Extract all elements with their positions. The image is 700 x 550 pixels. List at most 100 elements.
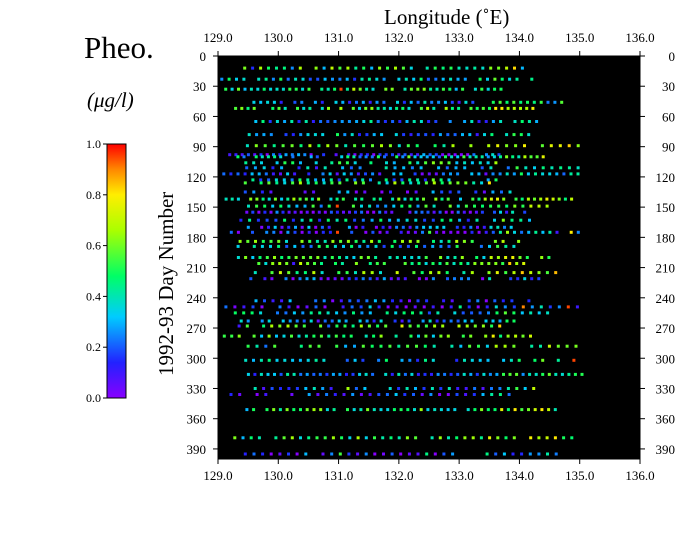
sample-point	[238, 393, 242, 396]
sample-point	[360, 204, 363, 208]
sample-point	[480, 87, 484, 91]
sample-point	[303, 271, 307, 275]
sample-point	[364, 155, 368, 159]
sample-point	[487, 262, 491, 265]
sample-point	[517, 155, 521, 159]
sample-point	[502, 197, 506, 201]
sample-point	[449, 66, 453, 70]
sample-point	[346, 239, 350, 243]
sample-point	[251, 305, 255, 309]
sample-point	[364, 334, 368, 338]
sample-point	[267, 181, 271, 185]
sample-point	[396, 218, 400, 222]
sample-point	[352, 256, 356, 259]
sample-point	[391, 120, 395, 123]
sample-point	[288, 319, 292, 323]
sample-point	[462, 155, 466, 159]
sample-point	[246, 372, 250, 376]
sample-point	[245, 210, 249, 214]
sample-point	[290, 393, 294, 396]
sample-point	[487, 181, 491, 185]
sample-point	[434, 77, 438, 81]
sample-point	[400, 204, 404, 208]
sample-point	[308, 77, 312, 81]
sample-point	[393, 239, 397, 243]
sample-point	[348, 100, 352, 104]
sample-point	[453, 277, 456, 281]
x-tick-label-top: 131.0	[324, 30, 353, 45]
sample-point	[282, 178, 286, 182]
sample-point	[286, 372, 290, 376]
sample-point	[450, 299, 454, 303]
sample-point	[308, 239, 312, 243]
sample-point	[439, 408, 443, 412]
sample-point	[358, 319, 362, 323]
sample-point	[350, 305, 354, 309]
sample-point	[478, 311, 482, 315]
sample-point	[468, 155, 472, 159]
sample-point	[267, 358, 271, 362]
sample-point	[385, 311, 389, 315]
axes: 129.0129.0130.0130.0131.0131.0132.0132.0…	[187, 30, 676, 483]
sample-point	[411, 311, 414, 315]
sample-point	[526, 100, 529, 104]
sample-point	[457, 100, 461, 104]
sample-point	[392, 408, 396, 412]
sample-point	[309, 319, 313, 323]
sample-point	[484, 230, 488, 234]
sample-point	[351, 106, 355, 110]
sample-point	[435, 230, 439, 234]
sample-point	[434, 120, 438, 123]
sample-point	[484, 319, 488, 323]
sample-point	[312, 372, 316, 376]
sample-point	[480, 155, 484, 159]
sample-point	[467, 277, 470, 281]
sample-point	[392, 204, 396, 208]
sample-point	[360, 197, 364, 201]
sample-point	[288, 299, 292, 303]
sample-point	[246, 239, 250, 243]
sample-point	[309, 311, 313, 315]
sample-point	[364, 436, 368, 440]
y-tick-label-right: 390	[656, 442, 676, 457]
sample-point	[519, 106, 522, 110]
sample-point	[275, 87, 279, 91]
sample-point	[456, 181, 460, 185]
sample-point	[356, 436, 360, 440]
sample-point	[470, 172, 474, 176]
sample-point	[333, 87, 337, 91]
sample-point	[445, 262, 449, 265]
sample-point	[440, 305, 444, 309]
sample-point	[414, 387, 417, 390]
sample-point	[496, 197, 499, 201]
sample-point	[455, 393, 459, 396]
sample-point	[535, 155, 539, 159]
sample-point	[299, 436, 302, 440]
sample-point	[385, 161, 388, 165]
sample-point	[353, 77, 357, 81]
sample-point	[455, 358, 459, 362]
sample-point	[391, 299, 394, 303]
sample-point	[475, 133, 479, 137]
sample-point	[298, 181, 302, 185]
sample-point	[493, 408, 497, 412]
sample-point	[356, 172, 360, 176]
sample-point	[326, 218, 330, 222]
sample-point	[359, 393, 363, 396]
sample-point	[262, 166, 266, 170]
sample-point	[314, 225, 318, 229]
sample-point	[455, 225, 459, 229]
sample-point	[575, 305, 579, 309]
sample-point	[392, 161, 396, 165]
sample-point	[360, 77, 364, 81]
y-tick-label-left: 180	[187, 230, 207, 245]
sample-point	[368, 305, 372, 309]
sample-point	[494, 344, 498, 348]
sample-point	[415, 244, 418, 248]
sample-point	[431, 334, 435, 338]
sample-point	[441, 66, 445, 70]
sample-point	[562, 436, 566, 440]
sample-point	[397, 344, 401, 348]
sample-point	[463, 120, 467, 123]
sample-point	[319, 277, 323, 281]
